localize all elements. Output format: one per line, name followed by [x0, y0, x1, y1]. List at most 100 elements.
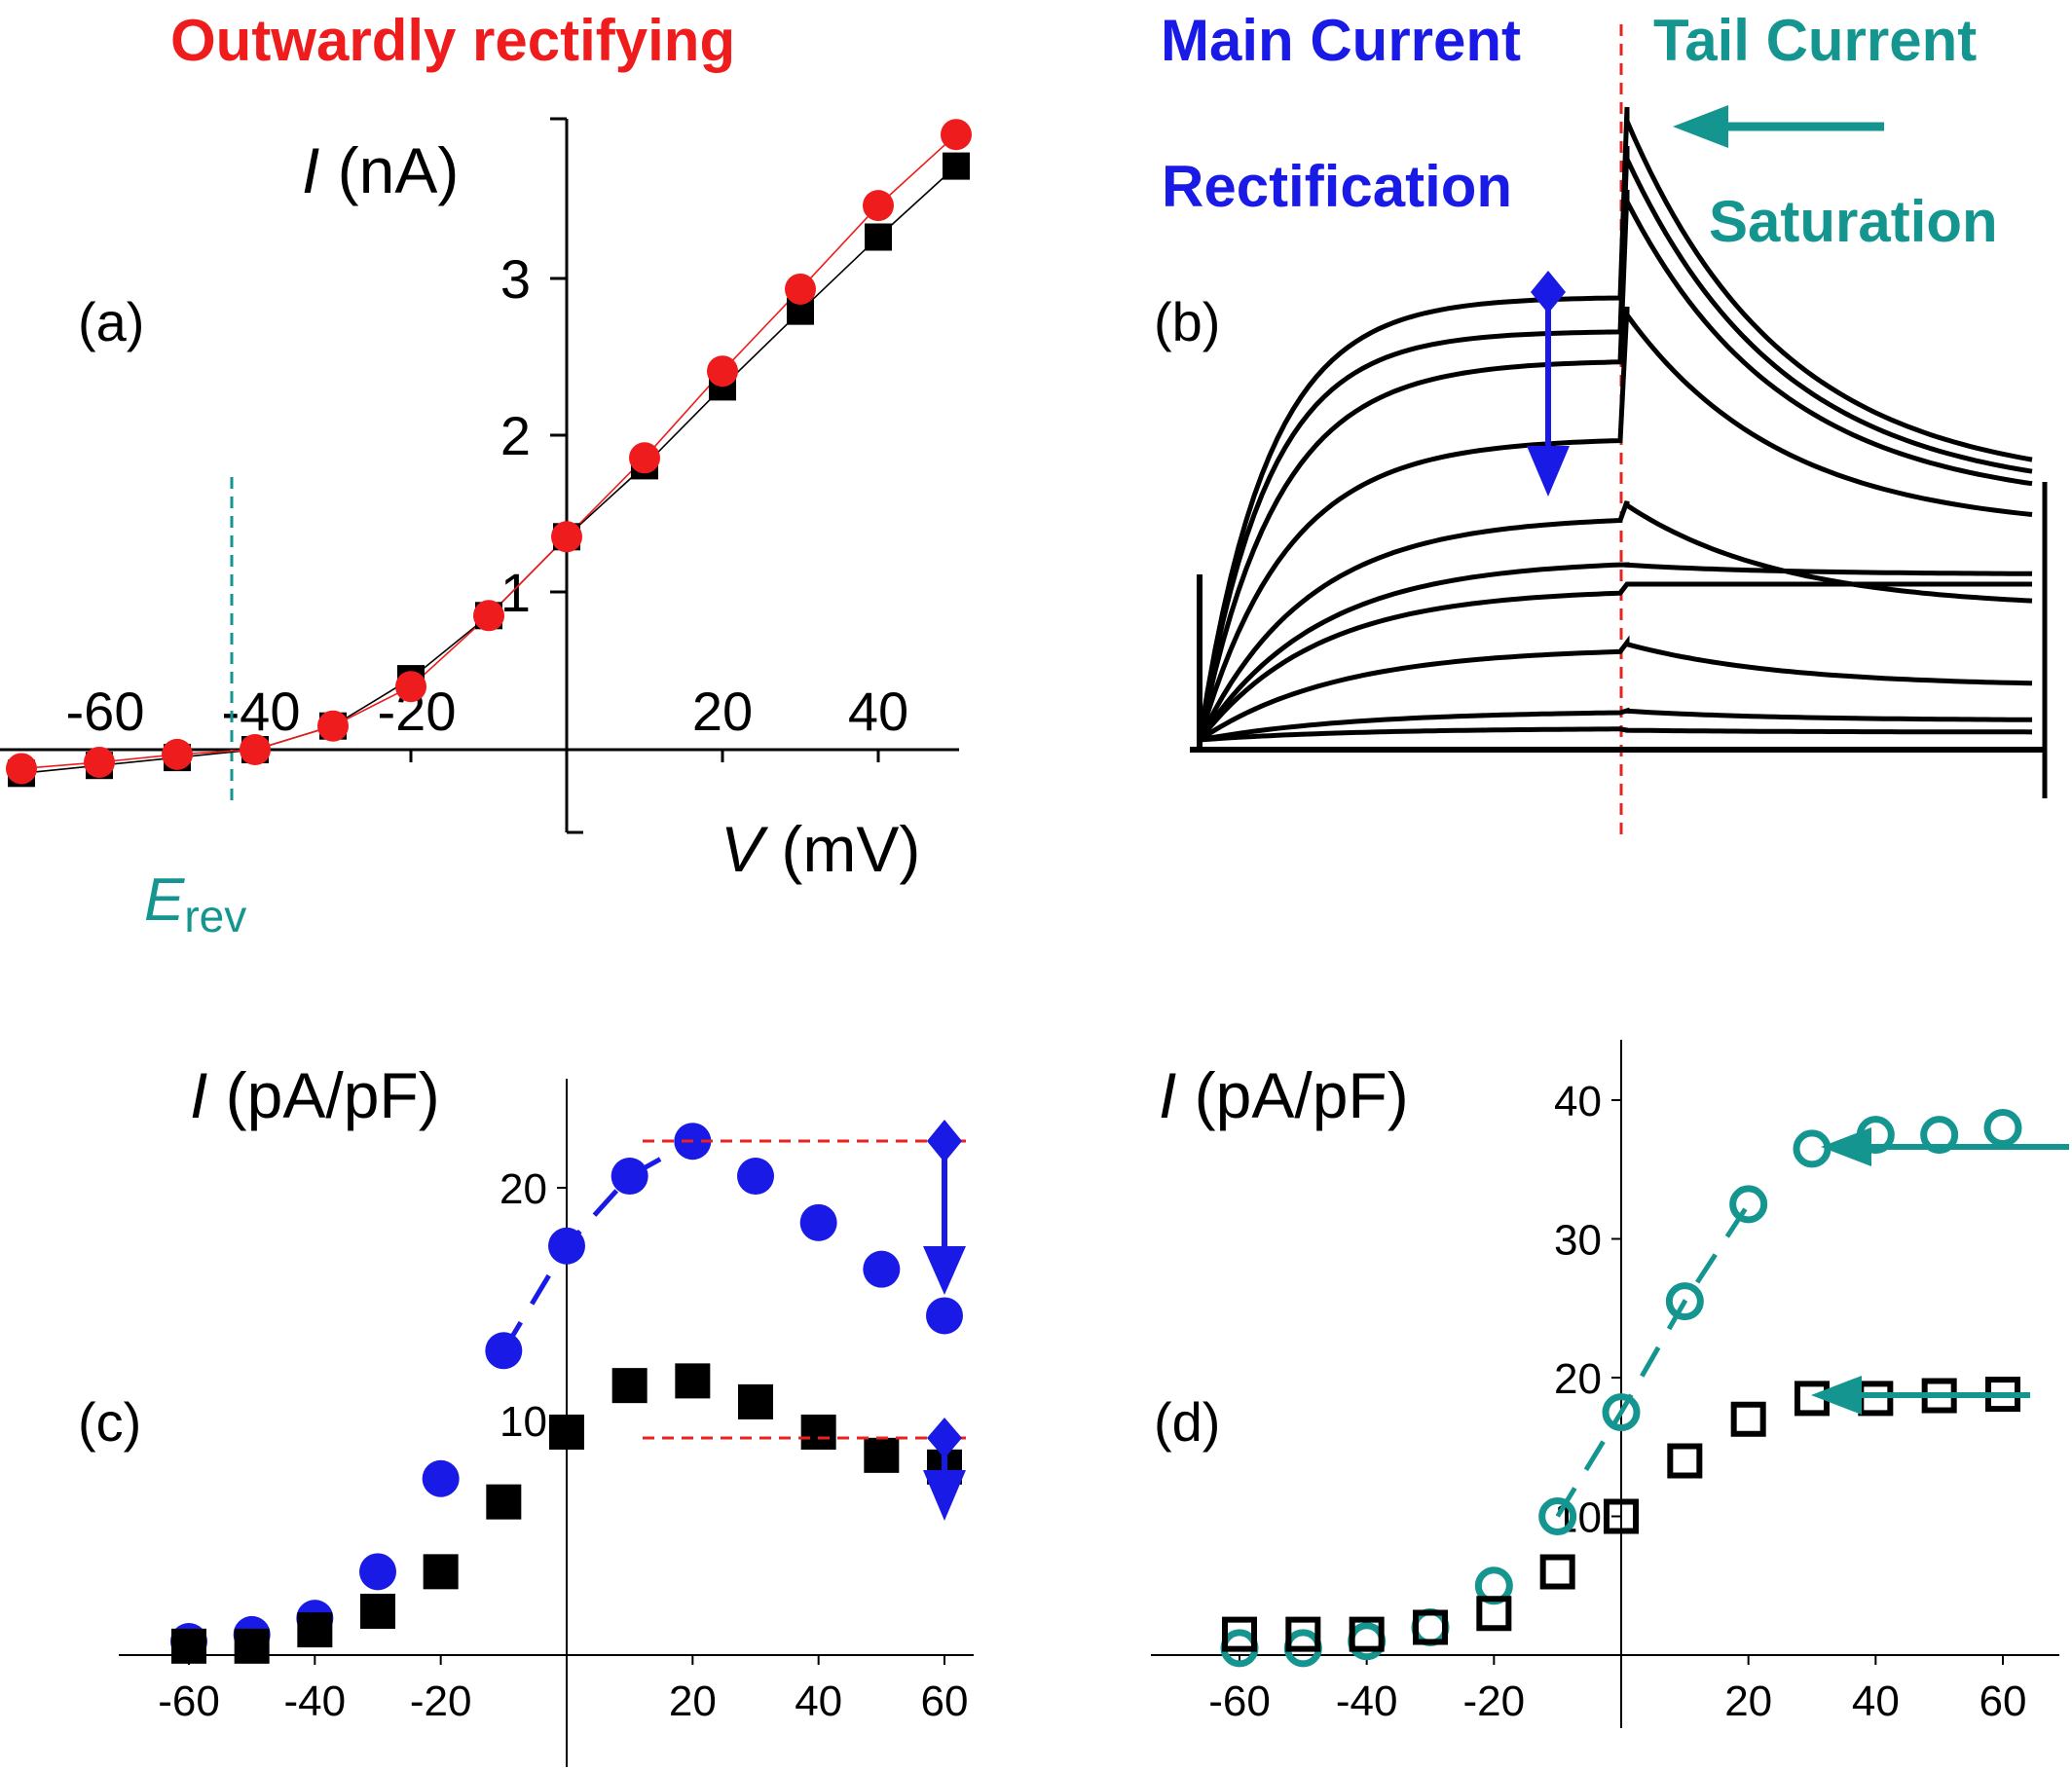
panel-a-ytick-label-2: 2	[500, 405, 531, 466]
panel-c-lower-diamond	[927, 1418, 962, 1458]
erev-label: Erev	[144, 866, 246, 941]
xtick-label: 20	[669, 1677, 717, 1725]
panel-a-ylabel-symbol: I	[302, 134, 319, 206]
panel-a: 3 2 1 -60 -40 -20 20 40 I (nA) V (mV) (a…	[0, 117, 972, 941]
panel-a-ylabel-unit: (nA)	[319, 134, 459, 206]
current-traces	[1197, 106, 2033, 743]
open-square-point	[1667, 1443, 1703, 1479]
filled-square-point	[738, 1383, 773, 1419]
panel-c: I (pA/pF) (c) -60 -40 -20 20 40 60 20 10	[78, 1059, 974, 1767]
open-circle-point	[1983, 1109, 2022, 1147]
panel-c-ylabel-unit: (pA/pF)	[207, 1059, 439, 1131]
series-0-dashed-fit	[501, 1139, 694, 1352]
filled-square-point	[234, 1628, 270, 1664]
panel-c-data	[170, 1123, 963, 1664]
filled-square-point	[360, 1593, 395, 1629]
panel-d-label: (d)	[1154, 1391, 1220, 1453]
panel-a-data	[6, 119, 972, 788]
filled-circle-point	[359, 1553, 396, 1591]
open-circle-point	[1538, 1497, 1577, 1535]
filled-circle-point	[610, 1158, 648, 1196]
erev-label-sub: rev	[184, 891, 246, 941]
panel-a-xtick-label-40: 40	[848, 681, 908, 742]
panel-d-ylabel: I (pA/pF)	[1159, 1059, 1409, 1131]
panel-a-circle-point	[785, 273, 816, 305]
saturation-arrowhead	[1673, 105, 1728, 148]
panel-d-ylabel-symbol: I	[1159, 1059, 1176, 1131]
filled-square-point	[800, 1414, 836, 1450]
panel-b-rectification-label: Rectification	[1162, 154, 1512, 219]
open-square-point	[1222, 1616, 1257, 1652]
open-circle-point	[1729, 1185, 1768, 1224]
filled-square-point	[423, 1554, 459, 1590]
open-circle-point	[1411, 1608, 1450, 1646]
open-square-point	[1604, 1498, 1639, 1534]
panel-a-square-point	[943, 152, 970, 180]
xtick-label: 60	[921, 1677, 969, 1725]
current-trace-8	[1199, 707, 2033, 743]
xtick-label: 40	[795, 1677, 842, 1725]
filled-square-point	[549, 1414, 584, 1450]
panel-c-ticks: -60 -40 -20 20 40 60 20 10	[158, 1165, 968, 1725]
panel-a-ytick-label-1: 1	[500, 562, 531, 623]
panel-d-upper-arrowhead	[1821, 1127, 1871, 1166]
filled-square-point	[171, 1628, 206, 1664]
panel-a-circle-point	[941, 119, 972, 151]
panel-a-xlabel: V (mV)	[721, 813, 920, 885]
open-square-point	[1539, 1554, 1575, 1590]
filled-square-point	[611, 1368, 648, 1404]
panel-a-circle-point	[395, 671, 426, 703]
panel-a-xtick-label-m40: -40	[222, 681, 301, 742]
ytick-label: 40	[1554, 1078, 1602, 1125]
current-trace-7	[1198, 635, 2033, 743]
panel-a-xtick-label-20: 20	[692, 681, 753, 742]
panel-a-series-1-line	[20, 133, 957, 770]
xtick-label: -40	[1336, 1677, 1398, 1725]
series-0-dashed-fit	[1555, 1202, 1751, 1518]
panel-c-ylabel: I (pA/pF)	[190, 1059, 440, 1131]
filled-circle-point	[799, 1203, 837, 1241]
panel-c-ylabel-symbol: I	[190, 1059, 207, 1131]
open-square-point	[1730, 1401, 1766, 1437]
xtick-label: -40	[284, 1677, 347, 1725]
open-square-point	[1476, 1596, 1512, 1632]
current-trace-3	[1197, 306, 2033, 741]
panel-b-main-current-label: Main Current	[1161, 8, 1521, 73]
panel-a-series-0-line	[20, 166, 957, 775]
xtick-label: 60	[1980, 1677, 2027, 1725]
panel-b-label: (b)	[1154, 291, 1220, 352]
filled-circle-point	[863, 1250, 901, 1288]
panel-a-circle-point	[317, 710, 349, 742]
panel-b-saturation-label: Saturation	[1709, 189, 1998, 254]
filled-square-point	[486, 1484, 522, 1520]
xtick-label: -60	[1208, 1677, 1271, 1725]
filled-circle-point	[485, 1332, 523, 1370]
open-circle-point	[1793, 1129, 1832, 1168]
ytick-label: 10	[500, 1398, 547, 1446]
panel-a-xlabel-symbol: V	[721, 813, 769, 885]
open-circle-point	[1920, 1116, 1959, 1155]
panel-a-label: (a)	[78, 291, 144, 352]
panel-a-circle-point	[162, 738, 193, 770]
panel-a-xlabel-unit: (mV)	[763, 813, 920, 885]
open-circle-point	[1665, 1282, 1704, 1321]
current-trace-9	[1199, 726, 2033, 743]
filled-circle-point	[548, 1227, 585, 1265]
panel-c-upper-arrowhead	[923, 1246, 966, 1295]
open-square-point	[1858, 1381, 1894, 1417]
panel-a-circle-point	[6, 753, 37, 785]
filled-circle-point	[737, 1158, 774, 1196]
filled-circle-point	[422, 1459, 460, 1497]
open-square-point	[1413, 1609, 1448, 1645]
panel-a-circle-point	[84, 746, 115, 778]
panel-a-xtick-label-m60: -60	[66, 681, 145, 742]
xtick-label: 20	[1724, 1677, 1772, 1725]
open-square-point	[1285, 1616, 1321, 1652]
xtick-label: -20	[1463, 1677, 1526, 1725]
rectification-diamond	[1531, 271, 1566, 313]
rectification-arrowhead	[1527, 446, 1570, 497]
panel-c-label: (c)	[78, 1391, 141, 1453]
open-circle-point	[1602, 1393, 1641, 1432]
